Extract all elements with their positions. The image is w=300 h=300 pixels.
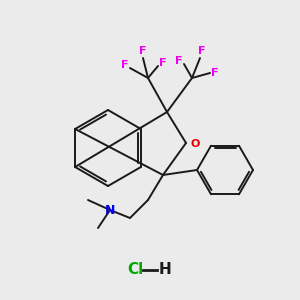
Text: N: N xyxy=(105,203,115,217)
Text: F: F xyxy=(139,46,147,56)
Text: F: F xyxy=(121,60,129,70)
Text: H: H xyxy=(159,262,171,278)
Text: F: F xyxy=(211,68,219,78)
Text: F: F xyxy=(198,46,206,56)
Text: Cl: Cl xyxy=(127,262,143,278)
Text: F: F xyxy=(159,58,167,68)
Text: O: O xyxy=(190,139,200,149)
Text: F: F xyxy=(175,56,183,66)
